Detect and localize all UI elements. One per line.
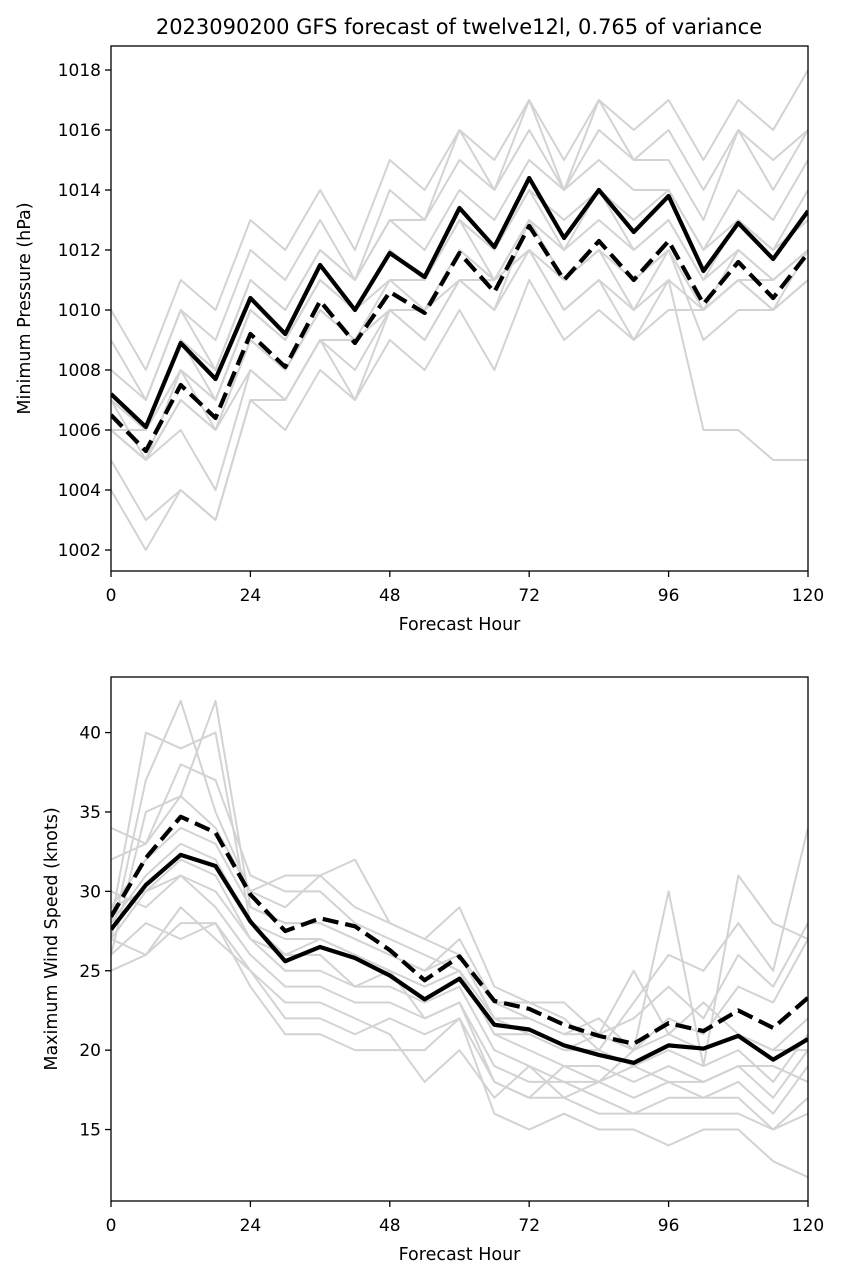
y-tick-label: 20 xyxy=(79,1041,101,1061)
x-tick-label: 72 xyxy=(518,1216,540,1236)
y-tick-label: 1014 xyxy=(58,181,101,201)
ensemble-line-2 xyxy=(111,699,808,1036)
plot-area xyxy=(111,699,808,1179)
ensemble-line-9 xyxy=(111,874,808,1131)
x-tick-label: 24 xyxy=(240,1216,262,1236)
x-tick-label: 120 xyxy=(792,586,824,606)
y-axis-title: Minimum Pressure (hPa) xyxy=(15,202,35,414)
ensemble-line-1 xyxy=(111,99,808,401)
ensemble-line-11 xyxy=(111,279,808,551)
chart-title: 2023090200 GFS forecast of twelve12l, 0.… xyxy=(156,15,762,39)
x-tick-label: 48 xyxy=(379,586,401,606)
series-line-solid xyxy=(111,175,808,430)
wind-panel: 0 24 48 72 96 120 15 20 25 30 35 40 Forecast Hour Max… xyxy=(42,676,824,1265)
ensemble-line-2 xyxy=(111,129,808,401)
x-tick-label: 96 xyxy=(658,586,680,606)
y-tick-label: 1010 xyxy=(58,301,101,321)
x-tick-label: 0 xyxy=(106,586,117,606)
ensemble-line-12 xyxy=(111,249,808,491)
x-tick-label: 96 xyxy=(658,1216,680,1236)
y-tick-label: 25 xyxy=(79,962,101,982)
axes-frame xyxy=(110,45,809,572)
ensemble-line-6 xyxy=(111,219,808,431)
ensemble-line-3 xyxy=(111,159,808,431)
y-tick-label: 40 xyxy=(79,724,101,744)
y-tick-label: 1002 xyxy=(58,541,101,561)
ensemble-line-0 xyxy=(111,731,808,1099)
x-tick-label: 0 xyxy=(106,1216,117,1236)
y-tick-label: 1006 xyxy=(58,421,101,441)
x-tick-label: 24 xyxy=(240,586,262,606)
x-tick-label: 48 xyxy=(379,1216,401,1236)
ensemble-line-1 xyxy=(111,699,808,1052)
y-axis-title: Maximum Wind Speed (knots) xyxy=(42,807,62,1070)
ensemble-line-8 xyxy=(111,249,808,461)
pressure-panel: 0 24 48 72 96 120 1002 1004 1006 1008 1010 1012 1014… xyxy=(15,45,824,635)
series-line-dashed xyxy=(111,814,808,1046)
y-tick-label: 1016 xyxy=(58,121,101,141)
x-tick-label: 72 xyxy=(518,586,540,606)
axes-frame xyxy=(110,676,809,1202)
ensemble-line-12 xyxy=(111,858,808,1052)
ensemble-line-11 xyxy=(111,906,808,1099)
y-tick-label: 1012 xyxy=(58,241,101,261)
x-tick-label: 120 xyxy=(792,1216,824,1236)
ensemble-line-10 xyxy=(111,922,808,1131)
y-tick-label: 1004 xyxy=(58,481,101,501)
series-line-solid xyxy=(111,852,808,1065)
y-tick-label: 1008 xyxy=(58,361,101,381)
ensemble-line-6 xyxy=(111,874,808,1115)
x-axis-title: Forecast Hour xyxy=(399,615,522,635)
y-tick-label: 1018 xyxy=(58,61,101,81)
y-tick-label: 30 xyxy=(79,882,101,902)
series-line-dashed xyxy=(111,223,808,454)
y-tick-label: 15 xyxy=(79,1121,101,1141)
y-tick-label: 35 xyxy=(79,803,101,823)
plot-area xyxy=(111,69,808,551)
x-axis-title: Forecast Hour xyxy=(399,1245,522,1265)
